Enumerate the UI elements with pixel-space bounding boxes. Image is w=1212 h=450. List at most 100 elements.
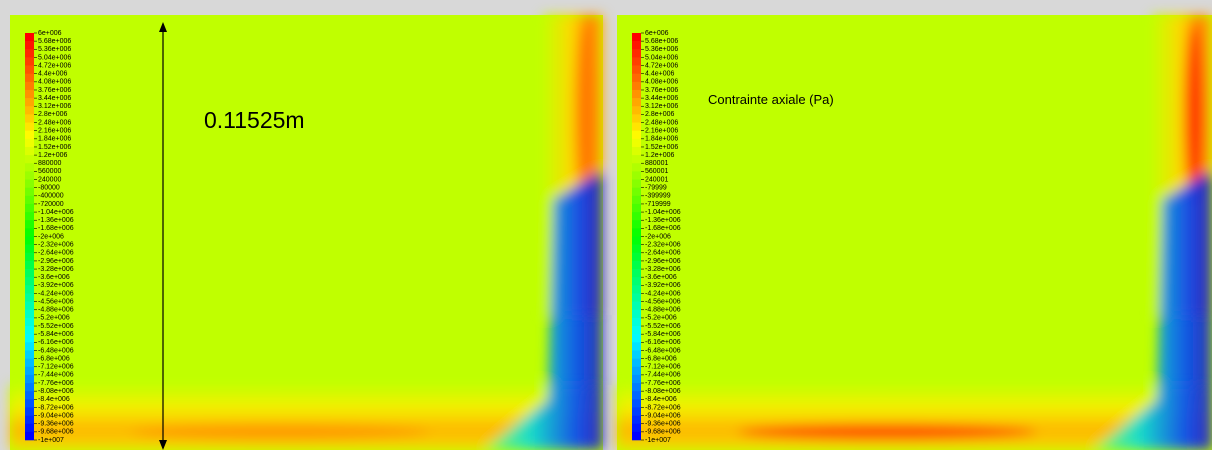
legend-swatch (25, 33, 34, 42)
legend-swatch (25, 195, 34, 205)
legend-label: -2.96e+006 (645, 258, 681, 265)
legend-swatch (632, 203, 641, 213)
legend-label: -79999 (645, 185, 667, 192)
legend-swatch (25, 415, 34, 425)
legend-swatch (632, 106, 641, 115)
legend-label: -7.76e+006 (645, 380, 681, 387)
legend-swatch (632, 57, 641, 66)
legend-label: -3.28e+006 (645, 266, 681, 273)
legend-swatch (632, 212, 641, 221)
legend-label: -7.12e+006 (645, 364, 681, 371)
legend-swatch (25, 49, 34, 58)
legend-swatch (25, 391, 34, 400)
legend-swatch (632, 293, 641, 302)
legend-swatch (632, 317, 641, 327)
legend-swatch (25, 138, 34, 148)
legend-label: -8.08e+006 (38, 388, 74, 395)
legend-label: -7.12e+006 (38, 364, 74, 371)
legend-swatch (632, 285, 641, 294)
legend-swatch (25, 260, 34, 270)
legend-swatch (632, 374, 641, 384)
legend-label: -5.84e+006 (38, 331, 74, 338)
legend-label: -3.28e+006 (38, 266, 74, 273)
legend-swatch (632, 244, 641, 254)
legend-swatch (25, 57, 34, 66)
legend-label: -5.52e+006 (645, 323, 681, 330)
legend-label: 5.68e+006 (38, 38, 71, 45)
legend-label: -1e+007 (38, 437, 64, 444)
legend-label: 3.76e+006 (38, 87, 71, 94)
legend-swatch (632, 301, 641, 311)
legend-swatch (25, 374, 34, 384)
legend-swatch (25, 171, 34, 180)
legend-label: -7.44e+006 (38, 372, 74, 379)
legend-label: -4.88e+006 (645, 307, 681, 314)
legend-swatch (25, 350, 34, 359)
legend-label: -8.72e+006 (645, 404, 681, 411)
contour-panel: 6e+0065.68e+0065.36e+0065.04e+0064.72e+0… (617, 15, 1212, 450)
legend-label: -1e+007 (645, 437, 671, 444)
legend-label: -720000 (38, 201, 64, 208)
hot-edge (1184, 25, 1204, 205)
legend-label: -9.68e+006 (645, 429, 681, 436)
legend-label: -1.04e+006 (38, 209, 74, 216)
legend-swatch (25, 122, 34, 131)
legend-label: -9.04e+006 (38, 412, 74, 419)
legend-label: 4.72e+006 (38, 62, 71, 69)
legend-swatch (25, 73, 34, 83)
legend-swatch (25, 269, 34, 278)
legend-label: 2.16e+006 (645, 128, 678, 135)
legend-swatch (632, 114, 641, 123)
legend-swatch (632, 130, 641, 140)
legend-swatch (25, 130, 34, 140)
hot-zone (737, 424, 1037, 440)
legend-label: 5.36e+006 (38, 46, 71, 53)
legend-swatch (25, 317, 34, 327)
legend-label: 4.08e+006 (38, 79, 71, 86)
legend-label: 5.36e+006 (645, 46, 678, 53)
legend-label: 560001 (645, 168, 668, 175)
legend-label: -3.92e+006 (645, 282, 681, 289)
legend-swatch (632, 33, 641, 42)
legend-label: -9.36e+006 (645, 421, 681, 428)
legend-swatch (632, 146, 641, 156)
legend-swatch (25, 155, 34, 164)
arrow-head (159, 22, 167, 32)
legend-swatch (632, 236, 641, 245)
legend-swatch (25, 236, 34, 245)
legend-label: -8.4e+006 (645, 396, 677, 403)
legend-swatch (632, 358, 641, 368)
legend-label: 240001 (645, 176, 668, 183)
contour-panel: 6e+0065.68e+0065.36e+0065.04e+0064.72e+0… (10, 15, 603, 450)
legend-label: -1.04e+006 (645, 209, 681, 216)
legend-label: 3.12e+006 (645, 103, 678, 110)
legend-swatch (632, 326, 641, 335)
legend-label: -400000 (38, 193, 64, 200)
legend-swatch (25, 244, 34, 254)
legend-swatch (25, 106, 34, 115)
legend-swatch (632, 73, 641, 83)
legend-swatch (632, 407, 641, 416)
legend-swatch (632, 309, 641, 319)
legend-swatch (25, 423, 34, 433)
legend-swatch (632, 277, 641, 286)
legend-swatch (25, 81, 34, 91)
legend-label: -1.36e+006 (38, 217, 74, 224)
legend-swatch (632, 41, 641, 50)
legend-swatch (25, 334, 34, 343)
legend-label: -6.8e+006 (38, 355, 70, 362)
legend-label: -4.56e+006 (38, 298, 74, 305)
legend-label: -719999 (645, 201, 671, 208)
legend-label: -9.68e+006 (38, 429, 74, 436)
legend-swatch (632, 187, 641, 197)
legend-swatch (632, 342, 641, 351)
legend-swatch (632, 269, 641, 278)
legend-label: -6.16e+006 (38, 339, 74, 346)
field-contours (10, 15, 603, 450)
legend-swatch (632, 81, 641, 91)
legend-swatch (632, 415, 641, 425)
legend-swatch (632, 383, 641, 392)
legend-label: -2.64e+006 (38, 250, 74, 257)
legend-swatch (25, 252, 34, 262)
